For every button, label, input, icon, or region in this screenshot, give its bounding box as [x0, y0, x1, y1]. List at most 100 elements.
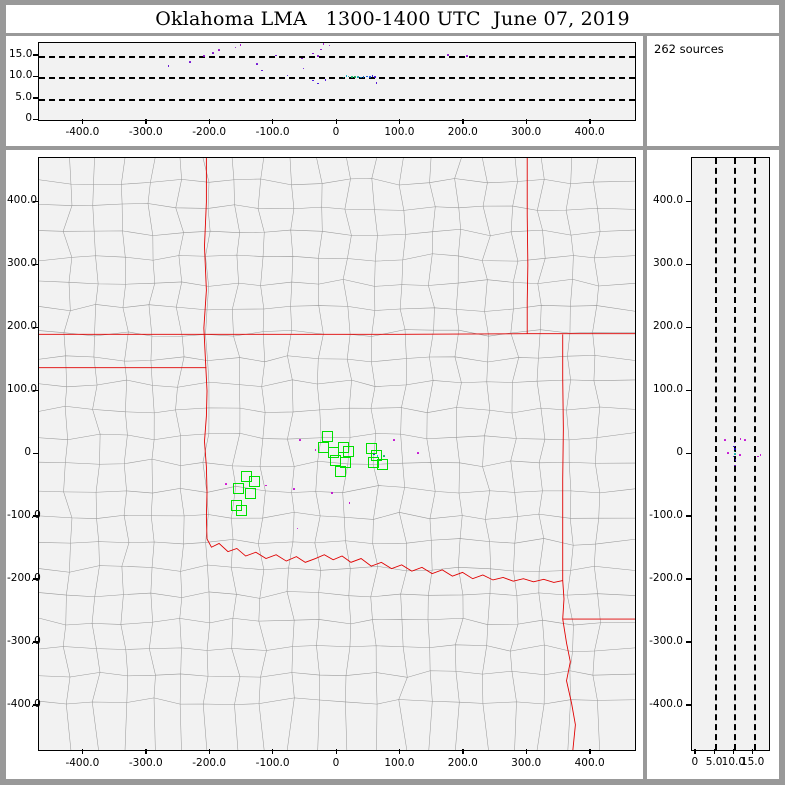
plot-area-map[interactable]	[38, 157, 636, 751]
x-tick-label: 15.0	[740, 756, 765, 768]
y-tick-mark	[33, 75, 38, 78]
state-boundary-ok-ks	[39, 333, 635, 335]
county-line	[62, 158, 73, 750]
y-tick-mark	[686, 389, 691, 391]
flash-marker-square	[342, 445, 354, 457]
plot-area-top[interactable]	[38, 42, 636, 121]
x-tick-label: 0	[332, 757, 340, 769]
source-point	[357, 75, 359, 78]
page-title: Oklahoma LMA 1300-1400 UTC June 07, 2019	[155, 8, 630, 30]
county-line	[39, 278, 635, 287]
y-tick-mark	[686, 641, 691, 643]
y-tick-label: 100.0	[7, 383, 38, 396]
county-line	[147, 158, 156, 750]
state-boundary-tx-panhandle-west	[203, 158, 208, 540]
county-line	[39, 670, 635, 678]
source-point	[351, 75, 353, 78]
y-tick-mark	[33, 326, 38, 328]
x-tick-label: 100.0	[384, 757, 415, 769]
plot-area-altitude[interactable]	[691, 157, 770, 751]
flash-marker-square	[370, 449, 382, 461]
source-point	[383, 455, 385, 457]
x-tick-mark	[272, 119, 274, 124]
y-tick-label: 0	[676, 446, 683, 458]
y-tick-label: 15.0	[9, 47, 33, 60]
source-point	[366, 75, 368, 78]
y-tick-label: 400.0	[652, 194, 683, 207]
source-point	[362, 76, 365, 79]
x-tick-label: -200.0	[192, 757, 227, 769]
source-point	[239, 43, 242, 46]
county-line	[39, 355, 635, 363]
y-tick-label: 5.0	[15, 90, 32, 103]
source-point	[211, 52, 214, 55]
state-boundary-tx-east	[562, 580, 576, 750]
x-tick-label: 300.0	[511, 757, 542, 769]
panel-east-west-altitude: 15.0 10.0 5.0 0 -400.0 -300.0 -200.0 -100.0 0 100…	[6, 36, 643, 146]
title-bar: Oklahoma LMA 1300-1400 UTC June 07, 2019	[6, 5, 779, 33]
source-point	[733, 464, 736, 467]
source-point	[261, 69, 263, 72]
source-point	[739, 438, 742, 440]
y-tick-label: -100.0	[649, 508, 683, 521]
source-point	[727, 451, 729, 454]
source-point	[734, 459, 737, 462]
source-point	[369, 75, 371, 78]
source-point	[293, 488, 295, 491]
y-tick-label: -200.0	[7, 571, 41, 584]
county-line	[592, 158, 601, 750]
y-tick-mark	[33, 97, 38, 99]
gridline-altitude	[39, 98, 635, 101]
flash-marker-square	[317, 442, 329, 454]
source-point	[417, 451, 419, 454]
x-tick-mark	[462, 119, 464, 124]
y-tick-mark	[33, 263, 38, 265]
flash-marker-square	[377, 458, 389, 470]
county-line	[39, 617, 635, 626]
source-point	[393, 439, 395, 441]
flash-marker-square	[245, 487, 257, 499]
x-tick-label: -200.0	[192, 126, 227, 138]
x-tick-label: 100.0	[384, 126, 415, 138]
y-tick-mark	[33, 118, 38, 120]
source-point	[320, 48, 322, 51]
y-tick-mark	[686, 515, 691, 517]
county-line	[39, 564, 635, 573]
x-tick-label: -300.0	[128, 757, 163, 769]
panel-altitude-north-south: 400.0 300.0 200.0 100.0 0 -100.0 -200.0 -300.0 -…	[647, 150, 779, 779]
source-point	[299, 439, 302, 441]
flash-marker-square	[321, 431, 333, 443]
source-point	[360, 76, 362, 79]
source-point	[167, 65, 170, 67]
y-tick-mark	[33, 704, 38, 706]
flash-marker-square	[249, 476, 261, 488]
source-point	[218, 49, 220, 52]
source-point	[302, 67, 305, 70]
source-count-label: 262 sources	[654, 42, 724, 56]
source-point	[347, 75, 350, 78]
source-point	[724, 439, 726, 441]
x-tick-mark	[208, 119, 211, 124]
county-line	[536, 158, 546, 750]
x-tick-label: 10.0	[721, 756, 746, 768]
source-point	[466, 55, 468, 58]
source-point	[447, 54, 449, 56]
x-tick-mark	[462, 749, 464, 754]
county-line	[39, 511, 635, 520]
county-line	[39, 458, 635, 467]
source-point	[371, 75, 374, 77]
x-tick-mark	[694, 749, 696, 754]
flash-marker-square	[334, 466, 346, 478]
y-tick-label: 10.0	[9, 69, 33, 82]
flash-marker-square	[233, 483, 245, 495]
county-line	[398, 158, 408, 750]
y-tick-mark	[686, 263, 691, 265]
county-line	[39, 485, 635, 494]
county-line	[39, 228, 635, 237]
panel-map-plan-view: 400.0 300.0 200.0 100.0 0 -100.0 -200.0 -300.0 -…	[6, 150, 643, 779]
source-point	[265, 484, 267, 487]
flash-marker-square	[368, 457, 380, 469]
x-tick-mark	[525, 119, 528, 124]
county-line	[39, 379, 635, 388]
